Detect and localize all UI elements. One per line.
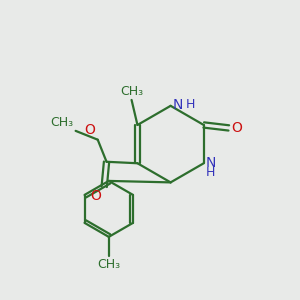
Text: O: O xyxy=(231,121,242,135)
Text: N: N xyxy=(206,156,217,170)
Text: O: O xyxy=(84,123,95,137)
Text: H: H xyxy=(186,98,195,111)
Text: O: O xyxy=(90,189,101,203)
Text: CH₃: CH₃ xyxy=(120,85,143,98)
Text: CH₃: CH₃ xyxy=(50,116,73,128)
Text: CH₃: CH₃ xyxy=(97,258,120,271)
Text: N: N xyxy=(173,98,183,112)
Text: H: H xyxy=(206,166,215,179)
